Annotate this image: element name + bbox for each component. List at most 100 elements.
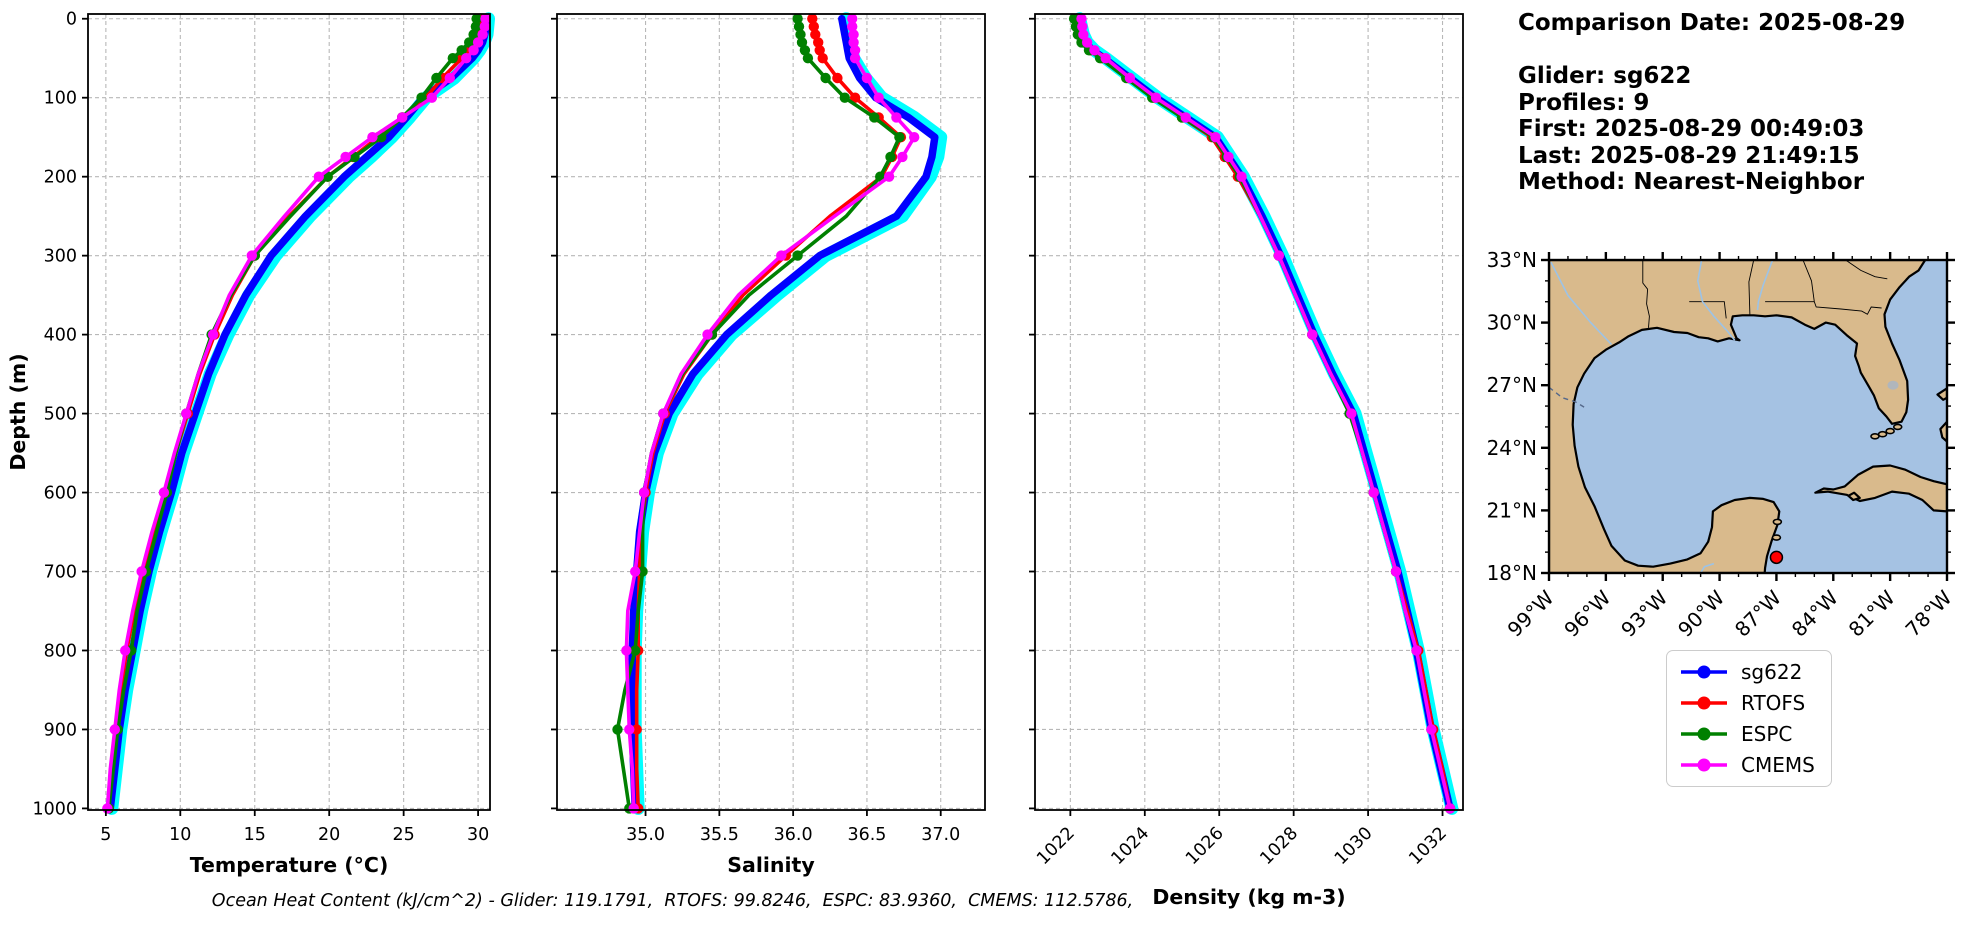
info-line: First: 2025-08-29 00:49:03 — [1518, 116, 1865, 142]
series-marker-CMEMS — [246, 250, 257, 261]
info-line: Last: 2025-08-29 21:49:15 — [1518, 142, 1860, 169]
profile-charts: 5 10 15 20 25 3001002003004005006007008009001… — [6, 10, 1464, 909]
y-tick-label: 900 — [44, 720, 77, 740]
series-marker-ESPC — [894, 132, 905, 143]
series-marker-CMEMS — [207, 329, 219, 340]
map-island — [1870, 433, 1880, 440]
series-marker-ESPC — [1068, 13, 1080, 24]
series-marker-CMEMS — [897, 151, 908, 163]
legend-item-espc: ESPC — [1678, 722, 1815, 746]
glider-location-marker — [1769, 550, 1784, 565]
series-line-sg622 — [628, 14, 939, 813]
info-line: Comparison Date: 2025-08-29 — [1518, 10, 1906, 36]
x-tick-label: 35.0 — [626, 825, 665, 845]
series-marker-CMEMS — [1150, 92, 1162, 103]
series-marker-CMEMS — [1223, 151, 1234, 163]
axes-spine — [87, 13, 491, 811]
series-line-CMEMS — [1079, 16, 1452, 811]
map-lat-label: 18°N — [1487, 561, 1537, 585]
map-land — [1847, 491, 1861, 502]
x-tick-label: 25 — [393, 825, 415, 845]
series-marker-CMEMS — [1124, 72, 1136, 84]
series-marker-CMEMS — [444, 72, 455, 84]
series-marker-CMEMS — [109, 724, 121, 735]
series-marker-RTOFS — [832, 72, 843, 84]
series-marker-CMEMS — [1368, 487, 1379, 498]
series-marker-ESPC — [820, 72, 831, 84]
x-axis-title: Density (kg m-3) — [1152, 885, 1345, 909]
series-marker-ESPC — [637, 566, 648, 577]
y-tick-label: 1000 — [32, 799, 77, 819]
y-tick-label: 0 — [66, 10, 77, 30]
x-tick-label: 1028 — [1257, 823, 1303, 869]
series-marker-CMEMS — [472, 37, 484, 48]
legend-label: RTOFS — [1741, 691, 1806, 715]
map-lon-label: 78°W — [1901, 585, 1957, 641]
series-marker-RTOFS — [807, 13, 818, 24]
legend-label: ESPC — [1741, 722, 1793, 746]
map-river — [1550, 261, 1613, 346]
series-marker-CMEMS — [1210, 132, 1221, 143]
map-state-border — [1813, 301, 1882, 315]
x-tick-label: 1024 — [1108, 823, 1154, 869]
series-marker-CMEMS — [638, 487, 650, 498]
series-marker-CMEMS — [102, 803, 113, 814]
map-island — [1892, 423, 1903, 431]
series-marker-CMEMS — [1346, 408, 1357, 419]
legend-item-rtofs: RTOFS — [1678, 691, 1815, 715]
legend-item-sg622: sg622 — [1678, 660, 1815, 684]
series-marker-CMEMS — [702, 329, 713, 340]
series-marker-CMEMS — [624, 724, 635, 735]
map-island — [1771, 534, 1782, 541]
y-tick-label: 100 — [44, 89, 77, 109]
y-tick-label: 200 — [44, 168, 77, 188]
series-marker-CMEMS — [909, 132, 920, 143]
series-marker-CMEMS — [630, 566, 641, 577]
series-marker-RTOFS — [813, 37, 824, 48]
series-marker-RTOFS — [808, 21, 819, 32]
series-marker-CMEMS — [861, 72, 873, 84]
x-tick-label: 1022 — [1033, 823, 1079, 869]
series-marker-CMEMS — [461, 53, 472, 64]
chart-temperature: 5 10 15 20 25 3001002003004005006007008009001… — [6, 10, 495, 877]
series-marker-CMEMS — [477, 29, 488, 40]
x-tick-label: 35.5 — [700, 825, 739, 845]
map-state-border — [1748, 260, 1755, 316]
map-lon-label: 81°W — [1844, 585, 1900, 641]
chart-legend: sg622 RTOFS ESPC CMEMS — [1666, 650, 1832, 787]
series-marker-CMEMS — [1307, 329, 1318, 340]
legend-marker-dot — [1697, 665, 1711, 679]
y-tick-label: 300 — [44, 247, 77, 267]
series-marker-CMEMS — [849, 53, 861, 64]
series-marker-CMEMS — [367, 132, 378, 143]
series-line-CMEMS — [105, 16, 488, 811]
series-marker-ESPC — [792, 250, 803, 261]
legend-label: sg622 — [1741, 660, 1803, 684]
map-state-border — [1802, 260, 1815, 302]
series-marker-ESPC — [456, 45, 467, 56]
series-marker-CMEMS — [181, 408, 192, 419]
legend-line-marker-swatch — [1681, 727, 1727, 741]
x-tick-label: 5 — [100, 825, 111, 845]
map-state-border — [1642, 260, 1650, 328]
info-line — [1518, 37, 1983, 64]
legend-marker-dot — [1697, 727, 1711, 741]
gulf-of-mexico-map: 33°N 30°N 27°N 24°N 21°N 18°N99°W 96°W 93°W 90°W… — [1487, 248, 1957, 642]
series-marker-ESPC — [612, 724, 623, 735]
series-marker-CMEMS — [426, 92, 438, 103]
y-tick-label: 700 — [44, 563, 77, 583]
map-island — [1885, 427, 1895, 435]
series-marker-CMEMS — [480, 13, 491, 24]
map-state-border — [1845, 260, 1888, 280]
series-marker-CMEMS — [628, 803, 639, 814]
series-line-ESPC — [107, 16, 479, 811]
map-lat-label: 24°N — [1487, 436, 1537, 460]
map-river — [1756, 260, 1774, 311]
map-state-border — [1689, 301, 1727, 319]
series-marker-CMEMS — [468, 45, 479, 56]
x-tick-label: 1032 — [1405, 823, 1451, 869]
map-land — [1936, 387, 1947, 401]
series-marker-ESPC — [416, 92, 427, 103]
series-marker-CMEMS — [883, 171, 895, 182]
